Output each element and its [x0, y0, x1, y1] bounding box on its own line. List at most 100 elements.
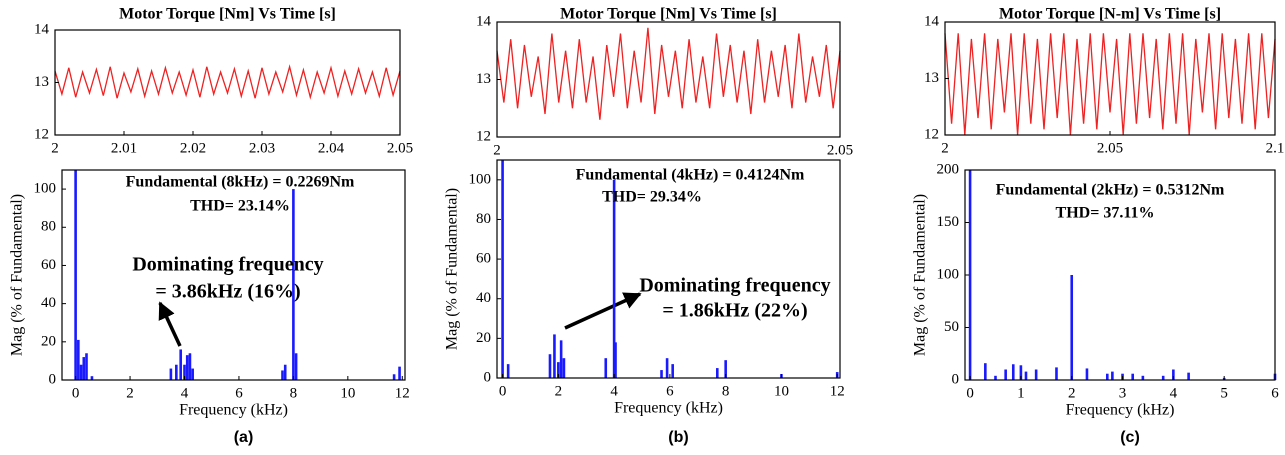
harmonic-bar	[90, 376, 94, 380]
x-tick-label: 3	[1119, 385, 1127, 401]
chart-title: Motor Torque [N-m] Vs Time [s]	[999, 6, 1221, 23]
harmonic-bar	[1011, 364, 1015, 380]
harmonic-bar	[283, 364, 287, 380]
caption: (b)	[668, 429, 688, 446]
harmonic-bar	[1141, 375, 1145, 380]
y-axis-label: Mag (% of Fundamental)	[912, 194, 929, 356]
harmonic-bar	[281, 370, 284, 380]
y-tick-label: 80	[476, 211, 491, 227]
x-tick-label: 6	[1271, 385, 1279, 401]
x-axis-label: Frequency (kHz)	[614, 400, 723, 417]
y-tick-label: 60	[41, 257, 56, 273]
x-tick-label: 2.05	[827, 142, 853, 158]
harmonic-bar	[724, 360, 727, 378]
harmonic-bar	[1111, 371, 1114, 380]
harmonic-bar	[185, 355, 189, 380]
harmonic-bar	[1085, 368, 1089, 380]
harmonic-bar	[82, 357, 86, 380]
harmonic-bar	[398, 366, 401, 380]
caption: (a)	[234, 429, 254, 446]
x-tick-label: 8	[290, 385, 298, 401]
harmonic-bar	[1055, 367, 1058, 380]
y-tick-label: 13	[476, 71, 491, 87]
x-tick-label: 2.1	[1266, 140, 1285, 156]
chart-title: Motor Torque [Nm] Vs Time [s]	[560, 6, 777, 23]
harmonic-bar	[1172, 369, 1175, 380]
harmonic-bar	[559, 340, 563, 378]
y-tick-label: 50	[944, 319, 959, 335]
harmonic-bar	[1187, 372, 1190, 380]
y-tick-label: 20	[476, 330, 491, 346]
x-tick-label: 2	[1068, 385, 1076, 401]
chart-title: Motor Torque [Nm] Vs Time [s]	[119, 6, 336, 23]
x-tick-label: 5	[1220, 385, 1228, 401]
caption: (c)	[1120, 429, 1140, 446]
harmonic-bar	[994, 375, 997, 380]
x-tick-label: 2	[555, 383, 563, 399]
x-tick-label: 10	[340, 385, 355, 401]
y-tick-label: 0	[952, 371, 960, 387]
harmonic-bar	[604, 358, 608, 378]
y-tick-label: 0	[49, 371, 57, 387]
x-tick-label: 0	[72, 385, 80, 401]
y-axis-label: Mag (% of Fundamental)	[9, 194, 26, 356]
annotation: Fundamental (2kHz) = 0.5312Nm	[996, 182, 1225, 199]
harmonic-bar	[1131, 373, 1135, 380]
harmonic-bar	[294, 353, 298, 380]
plot-frame	[61, 169, 406, 381]
harmonic-bar	[1034, 369, 1038, 380]
harmonic-bar	[85, 353, 88, 380]
harmonic-bar	[506, 364, 510, 378]
y-tick-label: 100	[469, 171, 492, 187]
x-tick-label: 10	[774, 383, 789, 399]
harmonic-bar	[1004, 369, 1007, 380]
x-tick-label: 0	[966, 385, 974, 401]
harmonic-bar	[1105, 373, 1109, 380]
y-tick-label: 80	[41, 219, 56, 235]
harmonic-bar	[188, 353, 192, 380]
torque-line	[54, 64, 401, 100]
harmonic-bar	[612, 179, 616, 378]
annotation: Dominating frequency	[132, 254, 323, 276]
x-tick-label: 2	[126, 385, 134, 401]
harmonic-bar	[660, 370, 663, 378]
harmonic-bar	[292, 189, 295, 380]
harmonic-bar	[553, 334, 556, 378]
x-tick-label: 2.01	[111, 140, 137, 156]
y-tick-label: 150	[937, 214, 960, 230]
y-tick-label: 14	[34, 21, 50, 37]
x-tick-label: 2	[493, 142, 501, 158]
y-tick-label: 40	[41, 295, 56, 311]
x-axis-label: Frequency (kHz)	[179, 402, 288, 419]
harmonic-bar	[671, 364, 674, 378]
annotation: Fundamental (8kHz) = 0.2269Nm	[126, 174, 355, 191]
harmonic-bar	[968, 170, 972, 380]
harmonic-bar	[716, 368, 719, 378]
x-tick-label: 1	[1017, 385, 1025, 401]
harmonic-bar	[562, 358, 566, 378]
harmonic-bar	[77, 339, 80, 380]
harmonic-bar	[984, 363, 987, 380]
y-tick-label: 20	[41, 333, 56, 349]
y-tick-label: 13	[924, 70, 939, 86]
annotation: THD= 29.34%	[602, 189, 702, 206]
x-tick-label: 6	[666, 383, 674, 399]
harmonic-bar	[548, 354, 552, 378]
annotation: THD= 37.11%	[1056, 205, 1155, 222]
x-tick-label: 4	[610, 383, 618, 399]
harmonic-bar	[1161, 375, 1165, 380]
x-tick-label: 2	[51, 140, 59, 156]
y-tick-label: 12	[34, 126, 49, 142]
y-tick-label: 13	[34, 74, 49, 90]
x-tick-label: 0	[499, 383, 507, 399]
harmonic-bar	[179, 349, 182, 380]
annotation: = 3.86kHz (16%)	[155, 281, 300, 303]
harmonic-bar	[183, 364, 186, 380]
y-tick-label: 14	[476, 13, 492, 29]
harmonic-bar	[1019, 365, 1023, 380]
annotation: Dominating frequency	[639, 275, 830, 297]
plot-frame	[964, 169, 1276, 381]
y-tick-label: 60	[476, 251, 491, 267]
torque-line	[496, 27, 841, 120]
harmonic-bar	[614, 342, 617, 378]
